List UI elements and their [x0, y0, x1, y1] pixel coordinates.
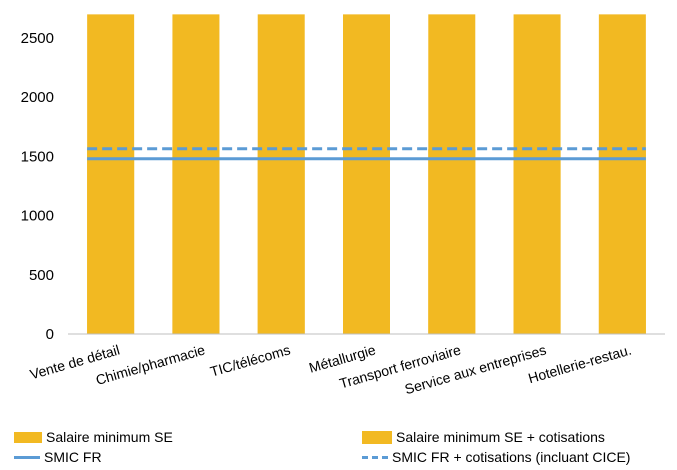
legend-item-salaire-minimum-cotisations: Salaire minimum SE + cotisations: [362, 429, 605, 445]
bar-salaire-minimum: [513, 149, 561, 334]
legend-item-smic-cotisations: SMIC FR + cotisations (incluant CICE): [362, 449, 630, 465]
bar-chart: 0 500 1000 1500 2000 2500 Vente de détailChim…: [21, 14, 665, 397]
legend-swatch-salaire-minimum-cotisations: [362, 430, 392, 444]
bar-salaire-minimum: [172, 149, 220, 334]
y-tick-label: 2000: [21, 89, 54, 106]
legend-label-salaire-minimum-cotisations: Salaire minimum SE + cotisations: [396, 429, 605, 445]
y-tick-label: 1500: [21, 148, 54, 165]
legend-label-salaire-minimum: Salaire minimum SE: [46, 429, 173, 445]
legend-label-smic-cotisations: SMIC FR + cotisations (incluant CICE): [392, 449, 631, 465]
legend-item-smic: SMIC FR: [14, 449, 102, 465]
legend-item-salaire-minimum: Salaire minimum SE: [14, 429, 173, 445]
x-category-label: TIC/télécoms: [208, 342, 292, 380]
bars: [87, 14, 646, 335]
reference-lines: [87, 147, 646, 161]
y-tick-label: 0: [46, 326, 54, 343]
bar-salaire-minimum: [257, 149, 305, 334]
y-tick-label: 500: [29, 267, 54, 284]
x-category-label: Service aux entreprises: [403, 342, 548, 398]
bar-salaire-minimum: [343, 149, 390, 334]
bar-salaire-minimum: [598, 149, 646, 334]
y-tick-label: 1000: [21, 208, 54, 225]
y-axis-ticks: 0 500 1000 1500 2000 2500: [21, 30, 54, 343]
bar-salaire-minimum: [428, 149, 476, 334]
y-tick-label: 2500: [21, 30, 54, 47]
legend-swatch-salaire-minimum: [14, 431, 42, 443]
bar-salaire-minimum: [87, 149, 135, 334]
legend-swatch-smic-cotisations: [362, 455, 388, 459]
legend-label-smic: SMIC FR: [44, 449, 102, 465]
legend-swatch-smic: [14, 455, 40, 459]
legend: Salaire minimum SE Salaire minimum SE + …: [0, 424, 677, 470]
